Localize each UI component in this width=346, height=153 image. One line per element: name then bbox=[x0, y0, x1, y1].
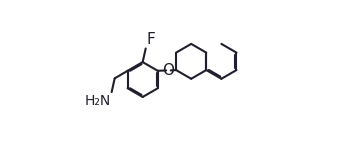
Text: F: F bbox=[146, 32, 155, 47]
Text: O: O bbox=[163, 63, 174, 78]
Text: H₂N: H₂N bbox=[85, 93, 111, 108]
